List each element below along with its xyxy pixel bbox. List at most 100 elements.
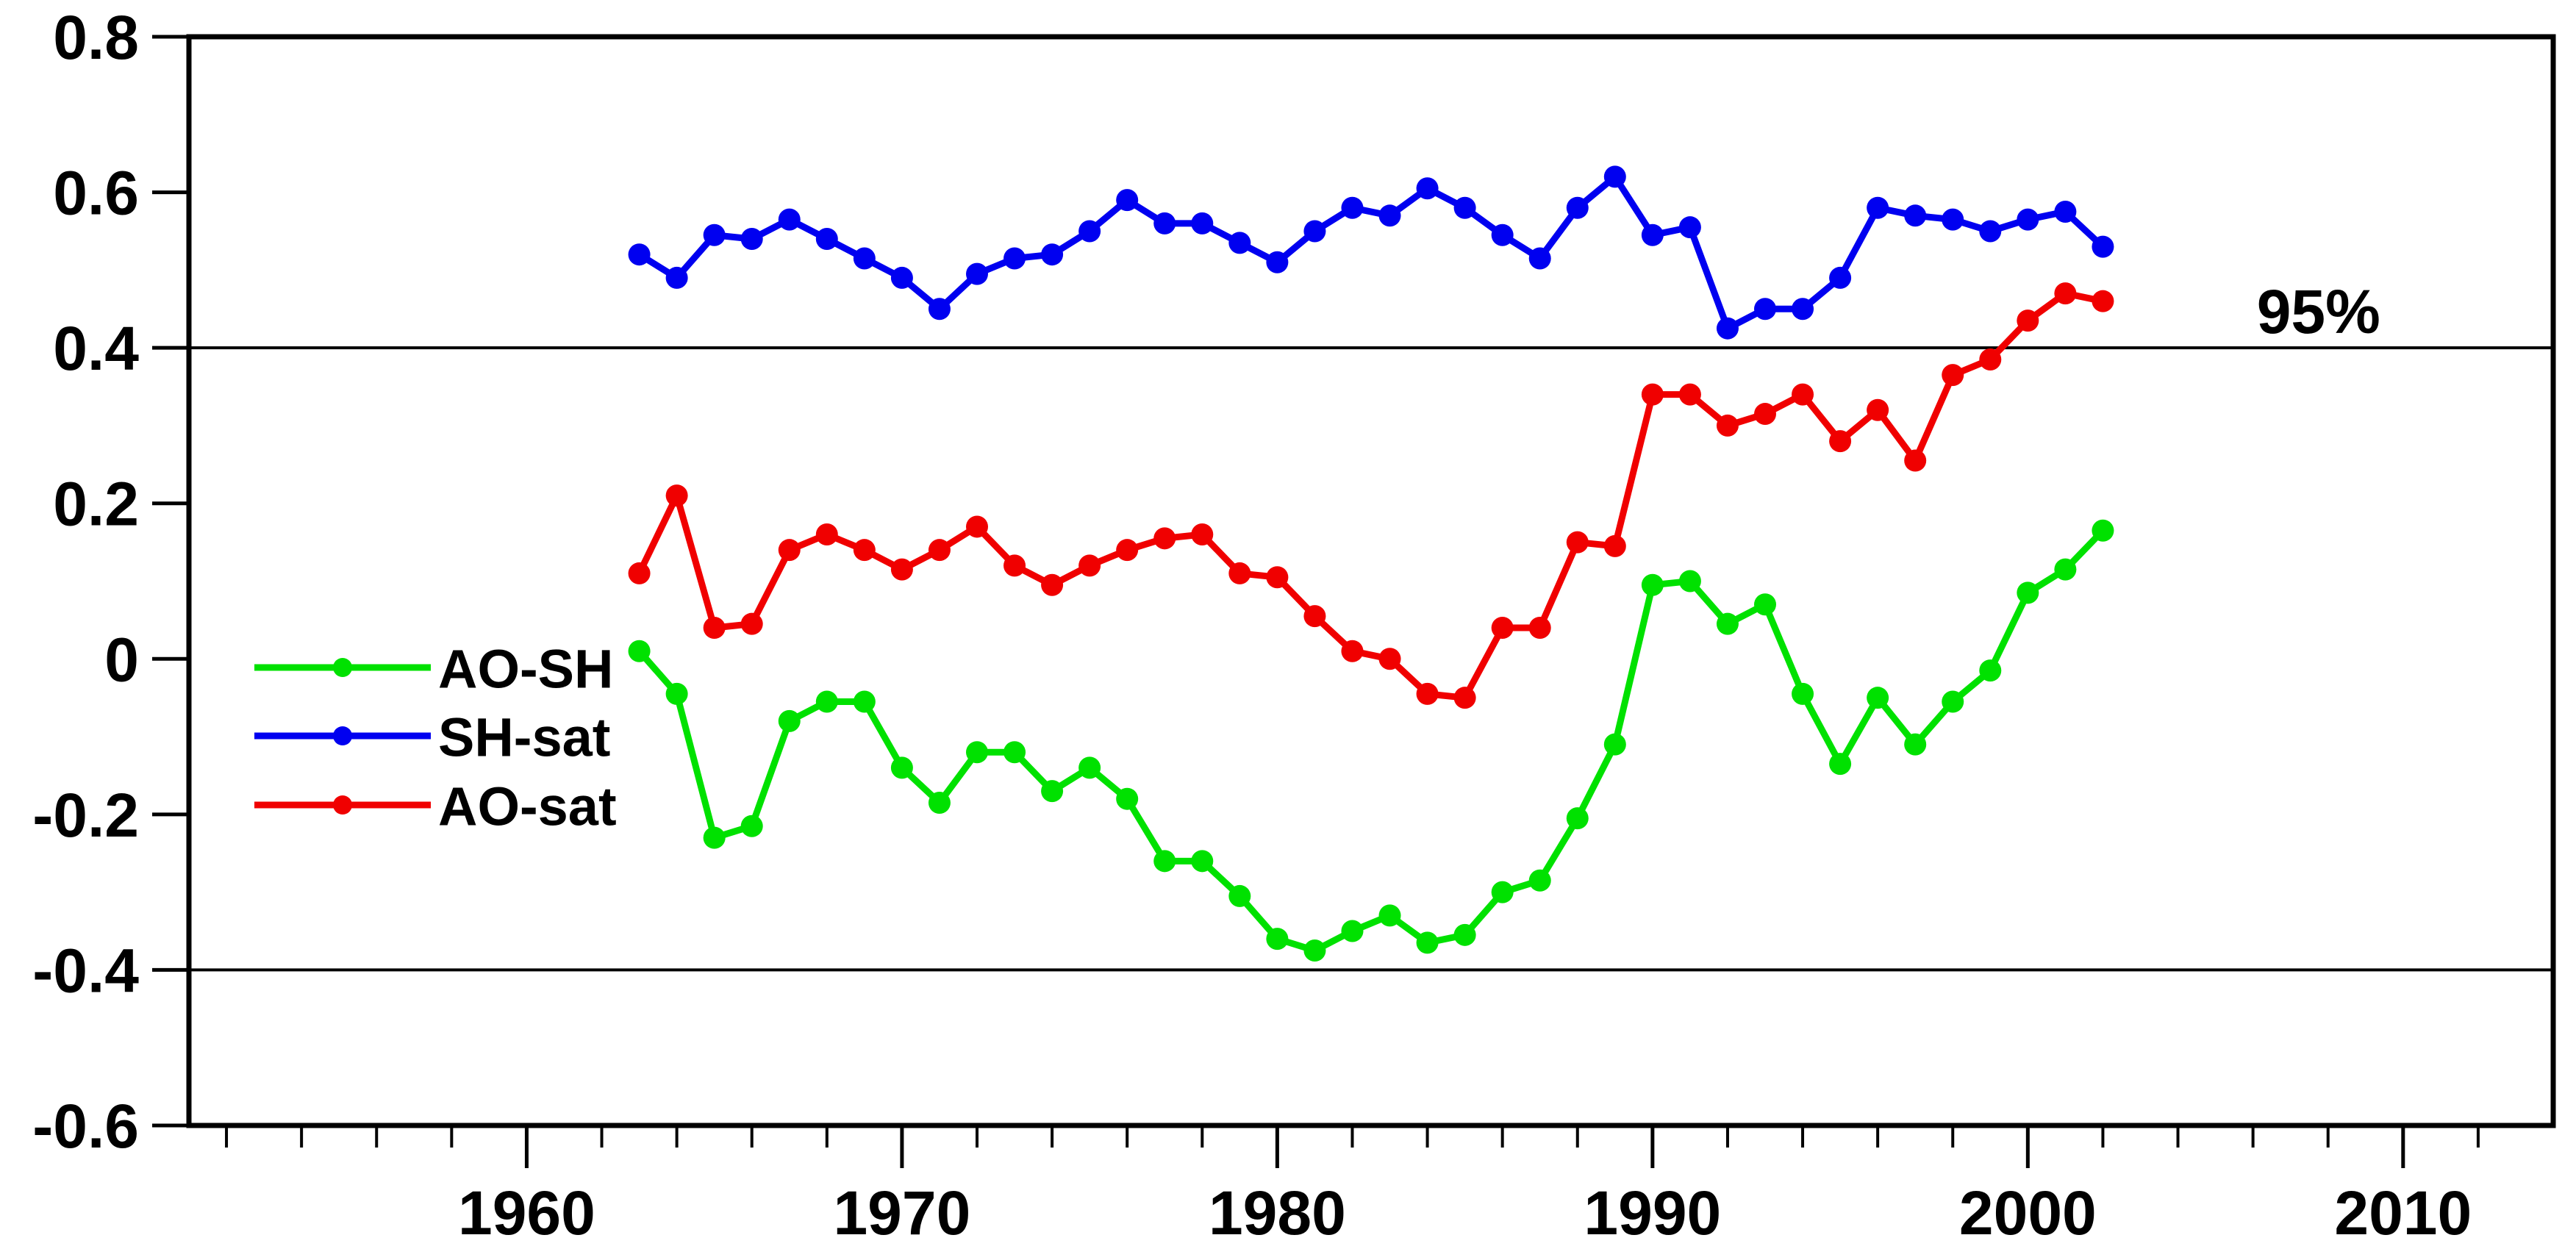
- series-point-SH-sat-1982: [1341, 196, 1364, 219]
- series-line-SH-sat: [636, 173, 2106, 332]
- series-point-SH-sat-1963: [628, 243, 651, 266]
- series-point-SH-sat-1973: [1003, 247, 1026, 270]
- series-point-AO-SH-1975: [1078, 756, 1101, 779]
- series-point-AO-SH-1974: [1041, 780, 1064, 803]
- series-point-SH-sat-1998: [1942, 208, 1964, 231]
- series-point-SH-sat-1997: [1904, 204, 1927, 227]
- series-point-AO-sat-1997: [1904, 449, 1927, 472]
- series-point-AO-sat-2002: [2092, 290, 2114, 312]
- series-point-AO-SH-1979: [1228, 884, 1251, 907]
- series-point-AO-SH-1973: [1003, 741, 1026, 764]
- series-point-AO-SH-1996: [1867, 687, 1889, 709]
- series-point-AO-sat-1981: [1303, 605, 1326, 628]
- series-point-AO-SH-1968: [815, 690, 838, 713]
- y-tick-label-0: 0: [104, 625, 139, 694]
- series-point-SH-sat-1986: [1491, 223, 1514, 246]
- series-point-SH-sat-1996: [1867, 196, 1889, 219]
- series-point-AO-SH-1965: [703, 826, 726, 849]
- series-point-AO-sat-1989: [1603, 534, 1626, 557]
- series-point-AO-sat-1979: [1228, 562, 1251, 584]
- series-point-AO-SH-1970: [890, 756, 913, 779]
- series-point-SH-sat-1974: [1041, 243, 1064, 266]
- series-point-AO-sat-1996: [1867, 398, 1889, 421]
- series-point-AO-sat-1967: [778, 539, 801, 562]
- y-tick-label--0.6: -0.6: [32, 1092, 139, 1161]
- legend-label-AO-SH: AO-SH: [438, 639, 613, 700]
- series-point-AO-SH-1997: [1904, 733, 1927, 756]
- series-point-AO-sat-1976: [1116, 539, 1139, 562]
- series-point-AO-SH-1964: [665, 682, 688, 705]
- series-point-SH-sat-1971: [928, 298, 951, 321]
- series-point-SH-sat-1967: [778, 208, 801, 231]
- x-tick-label-2010: 2010: [2334, 1178, 2472, 1248]
- series-point-AO-SH-1989: [1603, 733, 1626, 756]
- series-point-AO-SH-1971: [928, 791, 951, 814]
- series-point-AO-SH-1987: [1528, 869, 1551, 892]
- x-tick-label-1970: 1970: [833, 1178, 970, 1248]
- series-point-AO-sat-1966: [740, 612, 763, 635]
- series-point-SH-sat-1975: [1078, 220, 1101, 243]
- series-point-AO-sat-1974: [1041, 573, 1064, 596]
- series-point-AO-SH-1982: [1341, 920, 1364, 942]
- series-point-AO-sat-1977: [1153, 527, 1176, 550]
- series-point-AO-SH-1998: [1942, 690, 1964, 713]
- series-point-AO-sat-1971: [928, 539, 951, 562]
- plot-frame: [186, 34, 2556, 1128]
- series-point-AO-SH-1990: [1641, 573, 1664, 596]
- series-point-AO-SH-1994: [1792, 682, 1814, 705]
- series-point-AO-sat-2001: [2054, 282, 2077, 305]
- series-point-AO-sat-1994: [1792, 383, 1814, 406]
- series-point-SH-sat-1972: [966, 262, 988, 285]
- series-point-AO-sat-1964: [665, 484, 688, 507]
- legend-label-AO-sat: AO-sat: [438, 776, 617, 837]
- series-point-AO-sat-1965: [703, 616, 726, 639]
- series-point-SH-sat-1992: [1716, 317, 1739, 340]
- series-point-SH-sat-1995: [1829, 266, 1852, 289]
- series-point-AO-SH-1995: [1829, 753, 1852, 776]
- series-point-AO-SH-1980: [1266, 928, 1289, 951]
- series-point-SH-sat-1990: [1641, 223, 1664, 246]
- series-point-SH-sat-1984: [1416, 177, 1439, 200]
- series-point-AO-SH-1981: [1303, 939, 1326, 962]
- series-point-AO-SH-1983: [1378, 904, 1401, 927]
- series-point-AO-SH-1992: [1716, 612, 1739, 635]
- series-point-AO-SH-1993: [1754, 593, 1776, 616]
- series-point-AO-sat-1973: [1003, 554, 1026, 577]
- series-point-SH-sat-1970: [890, 266, 913, 289]
- series-point-AO-sat-1992: [1716, 414, 1739, 437]
- series-point-AO-sat-1970: [890, 558, 913, 581]
- series-point-AO-sat-1990: [1641, 383, 1664, 406]
- series-point-AO-sat-1998: [1942, 364, 1964, 387]
- series-point-SH-sat-2000: [2017, 208, 2039, 231]
- series-point-SH-sat-2001: [2054, 201, 2077, 223]
- series-point-SH-sat-1978: [1191, 212, 1214, 235]
- series-point-SH-sat-1981: [1303, 220, 1326, 243]
- series-point-AO-SH-2001: [2054, 558, 2077, 581]
- series-point-AO-sat-1968: [815, 523, 838, 546]
- series-point-AO-sat-1986: [1491, 616, 1514, 639]
- series-point-SH-sat-1989: [1603, 165, 1626, 188]
- series-point-SH-sat-1999: [1979, 220, 2002, 243]
- series-point-SH-sat-2002: [2092, 235, 2114, 258]
- series-point-AO-SH-1984: [1416, 931, 1439, 954]
- significance-label: 95%: [2257, 277, 2380, 346]
- series-line-AO-sat: [636, 290, 2106, 701]
- series-point-AO-sat-1983: [1378, 648, 1401, 670]
- legend-marker-AO-SH: [333, 658, 352, 677]
- series-point-AO-sat-1999: [1979, 348, 2002, 371]
- series-point-AO-SH-1985: [1453, 923, 1476, 946]
- series-point-SH-sat-1965: [703, 223, 726, 246]
- series-point-AO-SH-1977: [1153, 850, 1176, 873]
- series-point-AO-SH-1976: [1116, 787, 1139, 810]
- series-point-SH-sat-1980: [1266, 251, 1289, 273]
- series-point-SH-sat-1985: [1453, 196, 1476, 219]
- y-tick-label-0.4: 0.4: [53, 314, 139, 383]
- series-point-SH-sat-1988: [1566, 196, 1589, 219]
- series-point-AO-sat-1963: [628, 562, 651, 584]
- series-point-AO-sat-1975: [1078, 554, 1101, 577]
- y-tick-label--0.4: -0.4: [32, 936, 139, 1005]
- series-point-SH-sat-1968: [815, 228, 838, 251]
- series-point-AO-sat-1991: [1678, 383, 1701, 406]
